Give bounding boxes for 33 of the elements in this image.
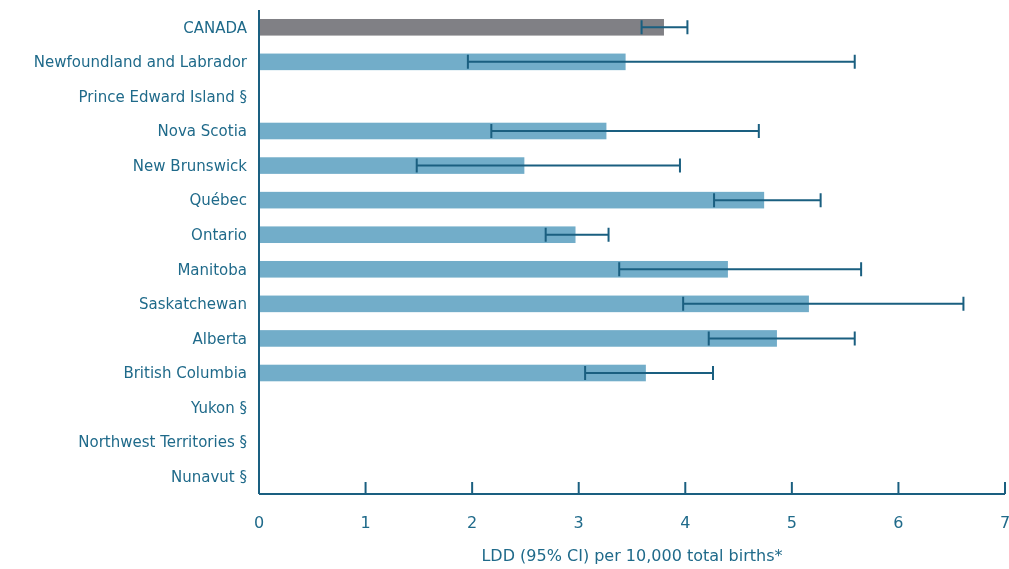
bar <box>259 18 664 36</box>
y-tick-label: Northwest Territories § <box>78 433 247 452</box>
y-tick-label: Nova Scotia <box>157 122 247 141</box>
y-tick-label: Alberta <box>192 329 247 348</box>
bar <box>259 260 728 278</box>
y-tick-label: Ontario <box>191 225 247 244</box>
y-tick-label: Québec <box>189 191 247 210</box>
y-tick-label: Newfoundland and Labrador <box>33 53 248 72</box>
x-axis-title: LDD (95% CI) per 10,000 total births* <box>481 546 783 565</box>
bar <box>259 330 777 347</box>
y-tick-label: CANADA <box>183 18 248 37</box>
y-tick-label: Yukon § <box>189 398 247 417</box>
bar <box>259 122 607 140</box>
x-tick-label: 2 <box>467 513 478 532</box>
x-tick-label: 0 <box>253 513 265 532</box>
x-tick-label: 4 <box>680 513 691 532</box>
bar <box>259 364 646 382</box>
x-tick-label: 3 <box>573 513 584 532</box>
y-tick-label: Saskatchewan <box>139 295 247 314</box>
y-tick-label: Nunavut § <box>171 467 247 486</box>
x-tick-label: 5 <box>786 513 797 532</box>
bar <box>259 226 576 244</box>
y-tick-label: Prince Edward Island § <box>78 87 247 106</box>
bar <box>259 53 626 71</box>
y-tick-label: British Columbia <box>123 364 247 383</box>
bar <box>259 191 765 209</box>
x-tick-label: 6 <box>893 513 904 532</box>
y-tick-label: Manitoba <box>177 260 247 279</box>
x-tick-label: 7 <box>999 513 1009 532</box>
x-tick-label: 1 <box>360 513 371 532</box>
bar <box>259 295 809 313</box>
y-tick-label: New Brunswick <box>132 156 248 175</box>
bar <box>259 157 525 174</box>
